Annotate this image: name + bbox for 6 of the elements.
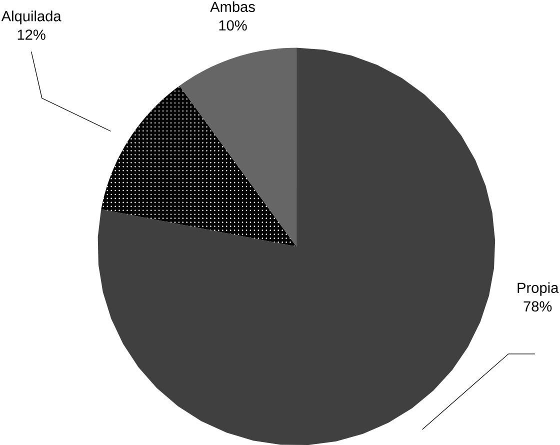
slice-label: Propia [518, 282, 559, 296]
slice-label: Ambas [210, 1, 255, 12]
data-label: 78% [524, 301, 552, 312]
data-label: 12% [18, 30, 46, 40]
slice-label: Alquilada [1, 10, 62, 24]
data-label: 10% [219, 20, 247, 31]
